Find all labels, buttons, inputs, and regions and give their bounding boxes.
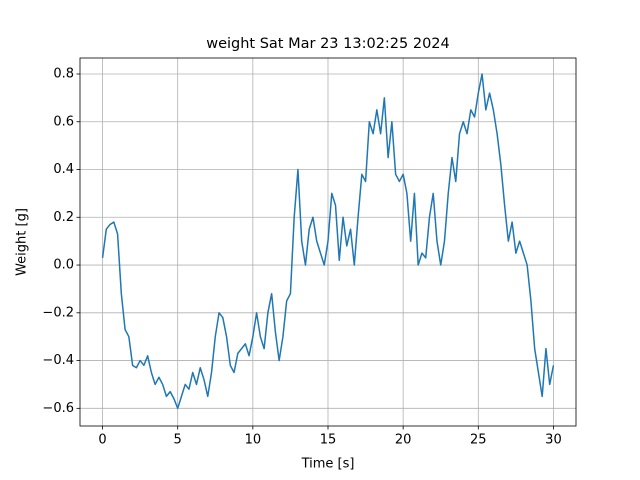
x-tick-label: 0 (98, 433, 106, 448)
y-tick-label: −0.4 (42, 353, 74, 368)
x-tick-label: 5 (174, 433, 182, 448)
chart-title: weight Sat Mar 23 13:02:25 2024 (206, 36, 450, 52)
plot-frame (79, 57, 577, 427)
x-tick-label: 30 (545, 433, 562, 448)
data-line (101, 73, 555, 410)
y-tick-label: 0.8 (53, 67, 74, 82)
y-axis-label: Weight [g] (15, 208, 30, 276)
x-tick-label: 15 (320, 433, 337, 448)
y-tick-label: −0.6 (42, 401, 74, 416)
y-tick-label: 0.2 (53, 210, 74, 225)
y-tick-label: −0.2 (42, 305, 74, 320)
x-tick-label: 20 (395, 433, 412, 448)
y-tick-label: 0.6 (53, 114, 74, 129)
x-tick-label: 10 (245, 433, 262, 448)
y-tick-label: 0.4 (53, 162, 74, 177)
x-tick-label: 25 (470, 433, 487, 448)
y-tick-label: 0.0 (53, 258, 74, 273)
x-axis-label: Time [s] (301, 457, 355, 472)
